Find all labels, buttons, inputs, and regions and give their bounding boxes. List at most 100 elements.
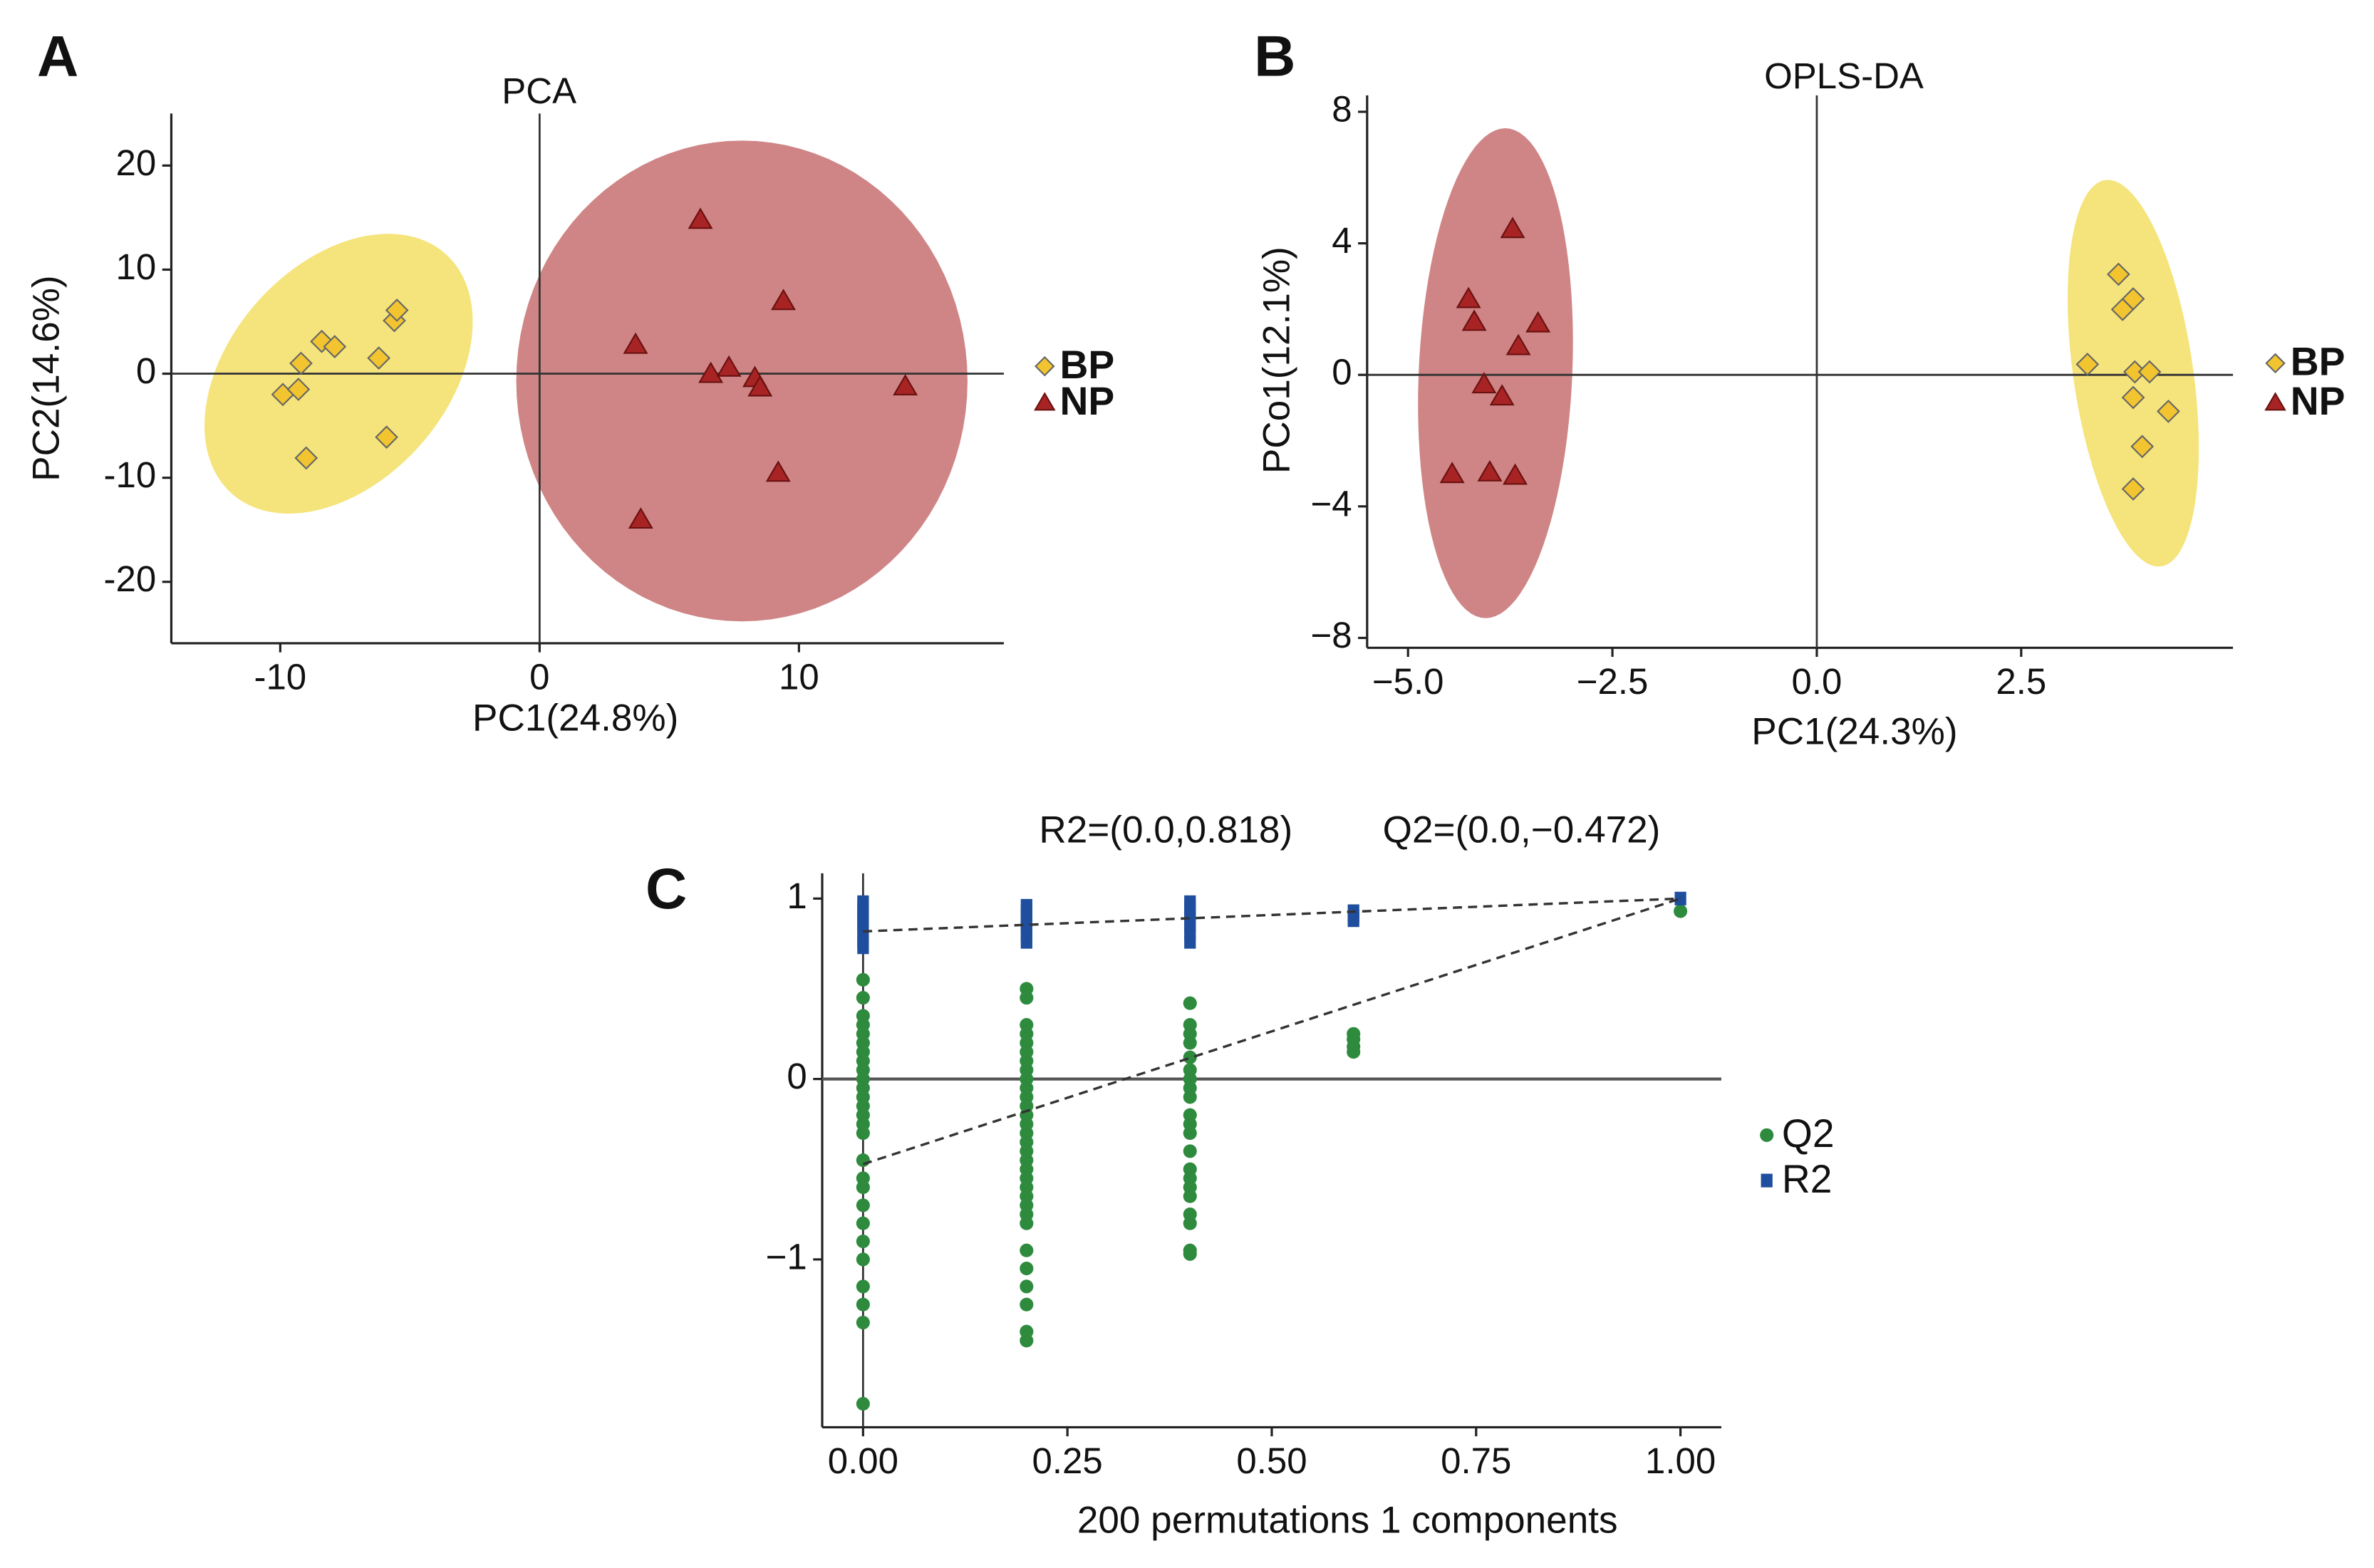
triangle-marker [765, 460, 791, 482]
circle-marker [1183, 1090, 1197, 1104]
y-tick-label: 4 [1332, 220, 1352, 261]
diamond-marker [2130, 435, 2155, 459]
diamond-marker [2107, 262, 2130, 286]
y-tick-label: 20 [116, 142, 157, 183]
legend-label: R2 [1782, 1157, 1833, 1201]
circle-marker [1020, 1297, 1034, 1312]
y-tick-label: -10 [104, 455, 157, 495]
y-tick-label: 1 [787, 876, 807, 916]
circle-marker [1183, 1189, 1197, 1203]
annotation: Q2=(0.0,−0.472) [1383, 809, 1661, 851]
circle-marker [1183, 1144, 1197, 1158]
triangle-marker [1503, 463, 1528, 485]
triangle-marker [1461, 309, 1487, 331]
diamond-marker [2157, 400, 2180, 423]
diamond-marker [323, 335, 347, 358]
diamond-marker [2121, 287, 2145, 311]
circle-marker [1020, 991, 1034, 1005]
x-tick-label: 0 [529, 656, 549, 697]
circle-marker [856, 1252, 870, 1267]
triangle-marker [1456, 286, 1481, 308]
x-tick-label: −2.5 [1577, 661, 1649, 702]
circle-marker [1183, 1036, 1197, 1050]
circle-marker [1183, 1216, 1197, 1230]
circle-marker [1347, 1045, 1361, 1059]
diamond-marker [385, 298, 409, 322]
circle-marker [856, 1234, 870, 1249]
legend-swatch [1760, 1128, 1774, 1142]
legend-swatch [2265, 353, 2286, 374]
confidence-ellipse [516, 140, 968, 622]
square-marker [1020, 935, 1032, 949]
circle-marker [856, 991, 870, 1005]
annotation: R2=(0.0,0.818) [1039, 809, 1292, 851]
triangle-marker [747, 375, 773, 397]
y-tick-label: −1 [766, 1236, 807, 1277]
circle-marker [1183, 996, 1197, 1010]
triangle-marker [698, 361, 724, 383]
x-tick-label: 0.25 [1032, 1440, 1103, 1481]
circle-marker [1020, 1216, 1034, 1230]
legend-label: Q2 [1782, 1111, 1835, 1156]
diamond-marker [2137, 360, 2162, 384]
diamond-marker [367, 346, 391, 370]
y-tick-label: 0 [1332, 352, 1352, 393]
triangle-marker [1500, 217, 1525, 239]
x-tick-label: 0.50 [1236, 1440, 1307, 1481]
y-tick-label: 8 [1332, 88, 1352, 129]
circle-marker [1020, 1334, 1034, 1348]
panel-letter: B [1254, 24, 1295, 88]
y-tick-label: −4 [1310, 483, 1352, 524]
y-axis-label: PC2(14.6%) [25, 275, 67, 481]
y-axis-label: PCo1(12.1%) [1256, 246, 1298, 474]
square-marker [857, 940, 869, 955]
circle-marker [856, 1126, 870, 1141]
diamond-marker [289, 351, 313, 375]
circle-marker [1674, 904, 1688, 918]
circle-marker [856, 1315, 870, 1330]
x-tick-label: −5.0 [1372, 661, 1444, 702]
diamond-marker [294, 446, 318, 470]
chart-title: PCA [502, 71, 576, 111]
y-tick-label: −8 [1310, 615, 1352, 655]
legend-swatch [2264, 392, 2286, 411]
circle-marker [1020, 1243, 1034, 1257]
circle-marker [856, 1396, 870, 1411]
triangle-marker [1505, 333, 1531, 355]
circle-marker [1183, 1247, 1197, 1261]
chart-title: OPLS-DA [1764, 56, 1924, 96]
circle-marker [856, 972, 870, 987]
legend-label: BP [2291, 340, 2346, 384]
legend-label: NP [2291, 379, 2346, 423]
triangle-marker [893, 374, 918, 396]
legend-label: NP [1060, 379, 1115, 423]
regression-line [863, 897, 1681, 933]
circle-marker [1183, 1126, 1197, 1141]
triangle-marker [628, 507, 653, 529]
circle-marker [1020, 1279, 1034, 1294]
y-tick-label: -20 [104, 559, 157, 599]
circle-marker [856, 1198, 870, 1213]
diamond-marker [286, 378, 311, 401]
circle-marker [856, 1297, 870, 1312]
legend-label: BP [1060, 343, 1115, 387]
x-tick-label: 2.5 [1996, 661, 2046, 702]
square-marker [1347, 913, 1359, 928]
x-tick-label: 1.00 [1645, 1440, 1716, 1481]
triangle-marker [1439, 462, 1465, 484]
x-tick-label: 0.0 [1792, 661, 1842, 702]
diamond-marker [375, 425, 398, 450]
panel-letter: A [37, 24, 78, 88]
diamond-marker [2121, 385, 2145, 410]
x-tick-label: 0.00 [828, 1440, 898, 1481]
circle-marker [856, 1180, 870, 1195]
x-tick-label: 0.75 [1441, 1440, 1511, 1481]
legend-swatch [1035, 355, 1055, 377]
x-axis-label: 200 permutations 1 components [1077, 1499, 1618, 1541]
y-tick-label: 0 [787, 1056, 807, 1096]
legend-swatch [1034, 392, 1056, 411]
x-axis-label: PC1(24.3%) [1751, 710, 1957, 752]
circle-marker [856, 1279, 870, 1294]
triangle-marker [1477, 460, 1503, 482]
